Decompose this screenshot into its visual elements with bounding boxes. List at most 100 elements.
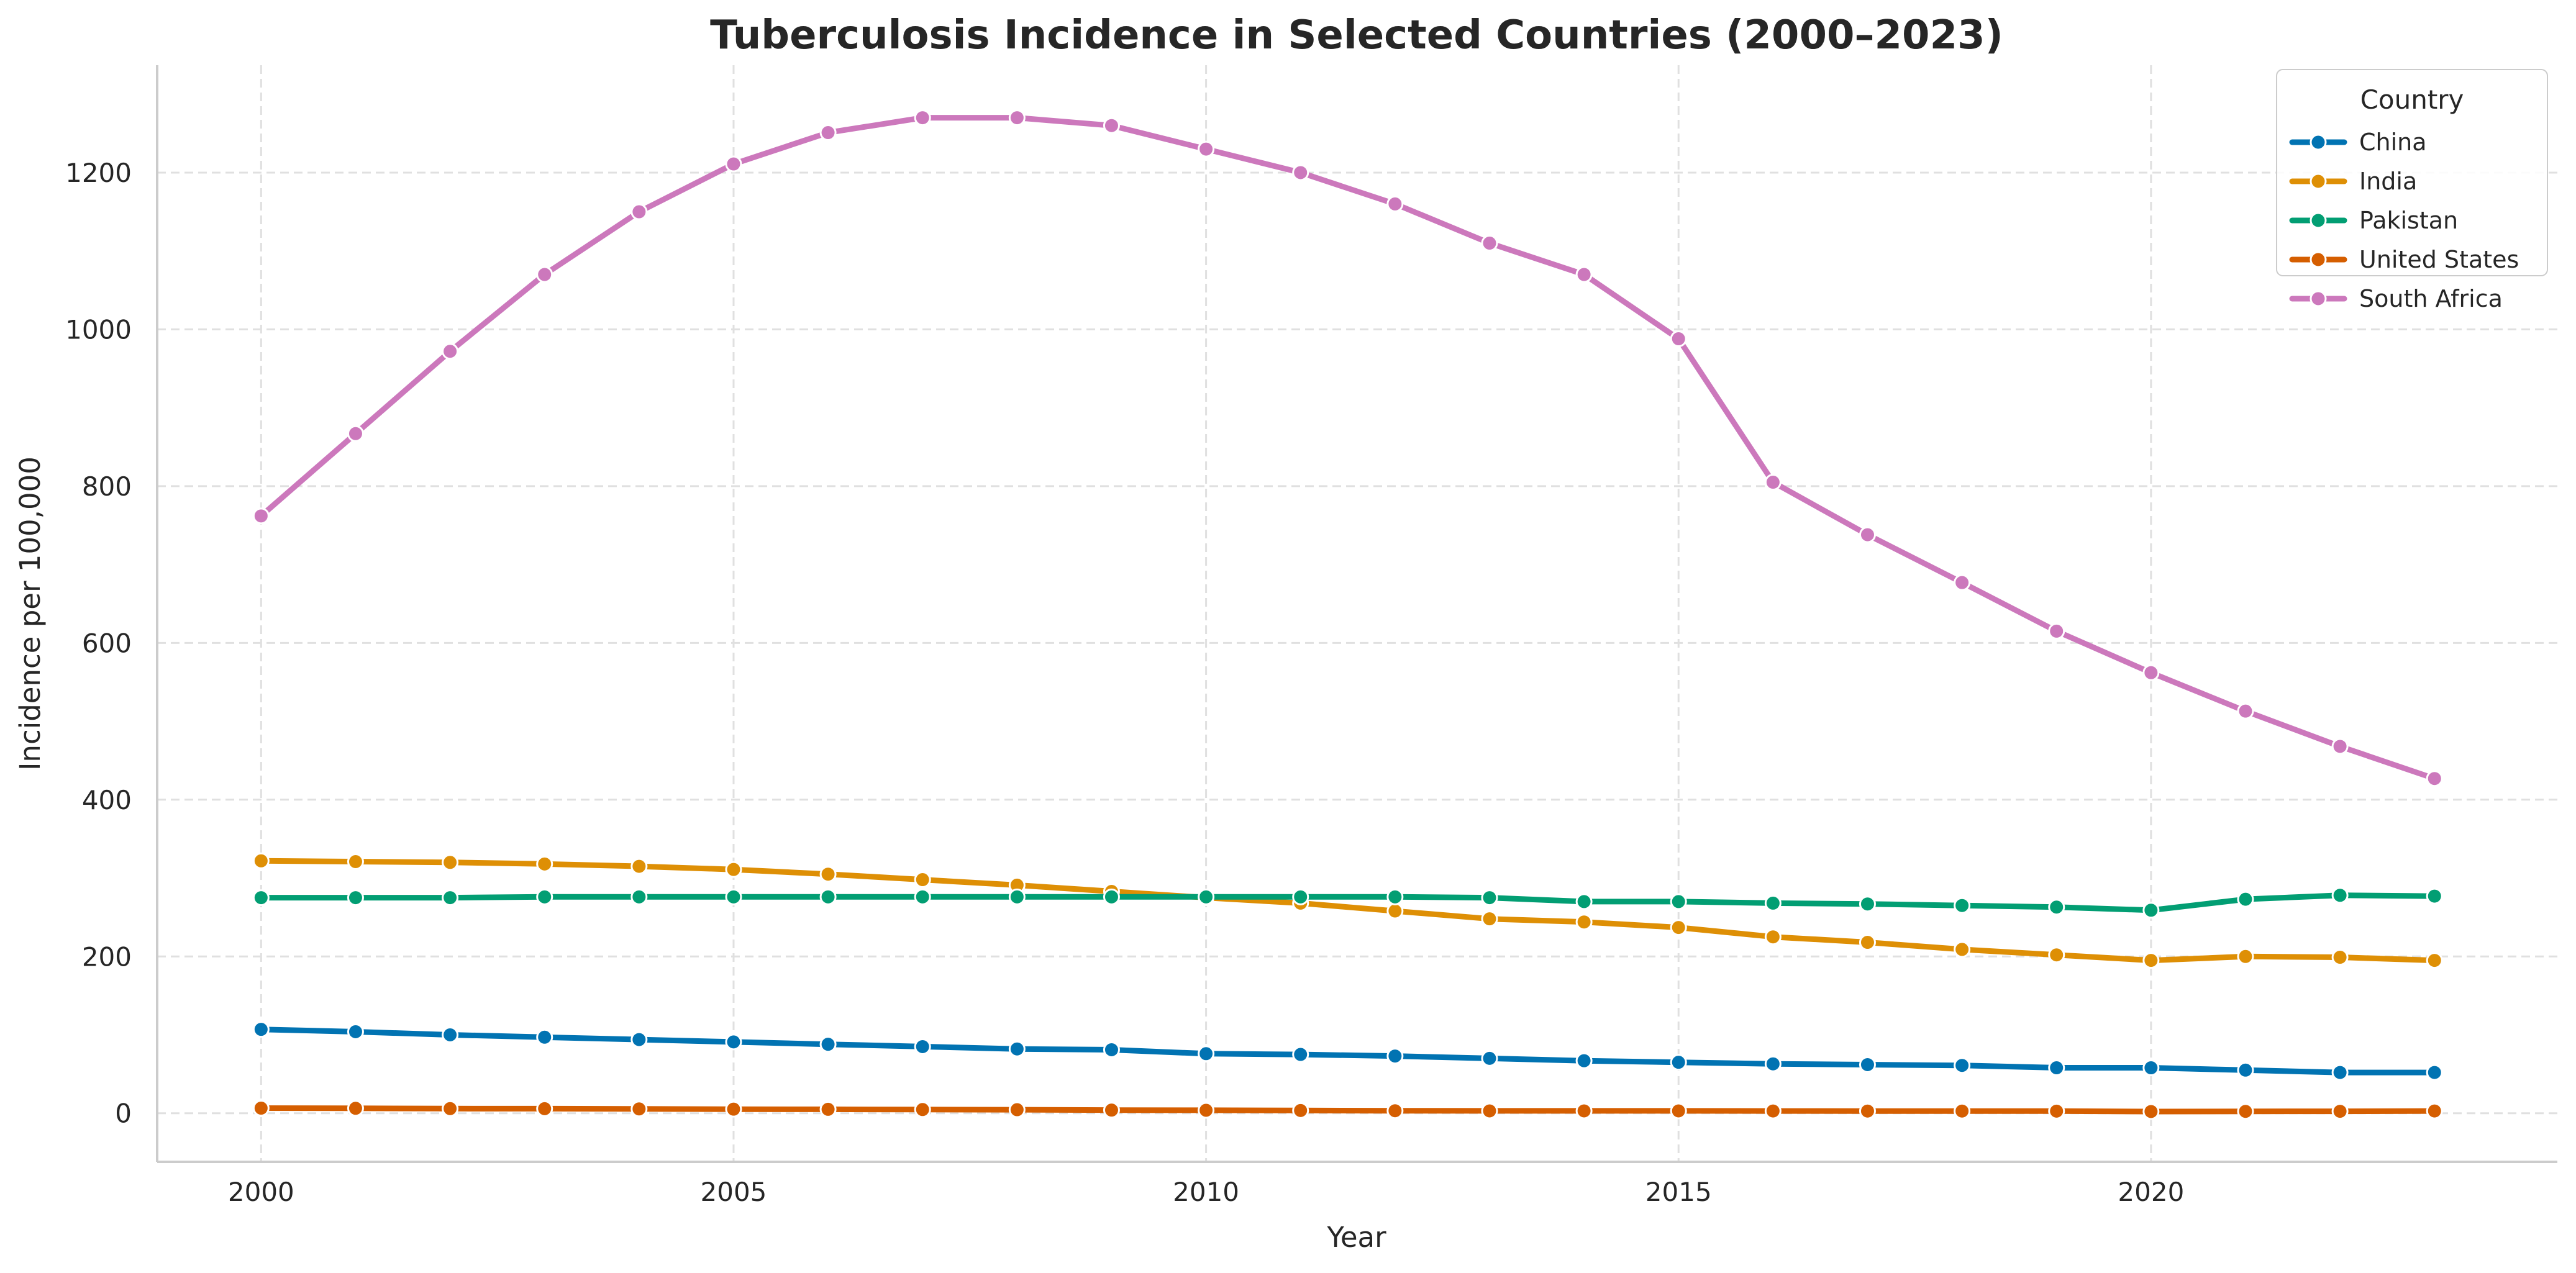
legend-box [2276,69,2548,276]
data-point-united-states [725,1100,742,1118]
x-tick-label: 2000 [228,1177,294,1207]
data-point-pakistan [725,888,742,905]
data-point-south-africa [2237,702,2254,720]
data-point-south-africa [1575,266,1593,283]
data-point-pakistan [1292,888,1309,905]
data-point-china [1292,1046,1309,1063]
data-point-india [1575,913,1593,931]
data-point-south-africa [1198,140,1215,158]
data-point-india [1670,919,1687,936]
data-point-india [2142,952,2160,969]
data-point-united-states [1670,1102,1687,1120]
data-point-south-africa [725,155,742,173]
data-point-united-states [442,1100,459,1117]
data-point-south-africa [1386,195,1404,212]
x-tick-label: 2015 [1645,1177,1712,1207]
data-point-india [536,855,553,872]
data-point-south-africa [1008,109,1026,127]
series-line-china [258,1026,2437,1076]
data-point-south-africa [914,109,931,127]
series-line-south-africa [258,115,2437,782]
data-point-south-africa [1764,474,1782,491]
axes [156,65,2557,1163]
x-tick-label: 2010 [1173,1177,1239,1207]
data-point-south-africa [347,425,364,442]
data-point-china [1198,1045,1215,1062]
data-point-china [1575,1052,1593,1069]
data-point-pakistan [2142,902,2160,919]
y-axis-label: Incidence per 100,000 [14,456,47,771]
data-point-pakistan [252,889,270,907]
data-point-china [2426,1064,2443,1081]
legend-item-china: China [2289,129,2427,156]
chart-title: Tuberculosis Incidence in Selected Count… [710,12,2003,58]
data-point-south-africa [1670,330,1687,348]
data-point-united-states [252,1100,270,1117]
data-point-china [1764,1055,1782,1072]
series-line-united-states [258,1105,2437,1115]
data-point-pakistan [2048,899,2065,916]
data-point-south-africa [2426,770,2443,787]
series-united-states [252,1100,2443,1120]
series-pakistan [252,887,2443,919]
data-point-pakistan [1481,889,1498,907]
y-tick-label: 0 [115,1099,132,1129]
data-point-china [2048,1059,2065,1077]
data-point-united-states [347,1100,364,1117]
data-point-united-states [2048,1102,2065,1120]
data-point-india [630,858,648,875]
data-point-pakistan [1386,888,1404,905]
legend-swatch-marker [2310,251,2327,268]
data-point-south-africa [536,266,553,283]
y-tick-label: 1200 [65,158,132,188]
legend-items: China India Pakistan United States South Afr… [2289,129,2519,312]
series-line-pakistan [258,892,2437,913]
data-point-china [2142,1059,2160,1077]
data-point-united-states [1764,1102,1782,1120]
data-point-india [2048,946,2065,964]
data-point-china [252,1021,270,1038]
legend-item-pakistan: Pakistan [2289,207,2458,234]
data-point-south-africa [819,124,837,142]
series-layer [252,109,2443,1120]
y-tick-label: 800 [82,471,132,502]
data-point-united-states [2331,1103,2349,1120]
x-axis-label: Year [1326,1221,1386,1254]
data-point-india [725,861,742,878]
y-tick-label: 200 [82,941,132,972]
legend-label: India [2359,168,2417,195]
data-point-united-states [1103,1102,1120,1119]
data-point-china [1954,1057,1971,1074]
data-point-india [1859,934,1876,951]
x-tick-label: 2020 [2118,1177,2184,1207]
legend: Country China India Pakistan United States S… [2276,69,2548,312]
data-point-united-states [1386,1102,1404,1120]
data-point-united-states [1859,1102,1876,1120]
data-point-india [347,853,364,871]
data-point-pakistan [442,889,459,907]
legend-label: Pakistan [2359,207,2458,234]
legend-item-india: India [2289,168,2417,195]
data-point-china [1008,1040,1026,1058]
data-point-india [2331,949,2349,966]
data-point-india [2237,948,2254,965]
legend-swatch-marker [2310,212,2327,229]
data-point-china [2237,1061,2254,1079]
data-point-india [819,866,837,883]
data-point-pakistan [630,888,648,905]
data-point-south-africa [252,507,270,525]
data-point-pakistan [1859,895,1876,913]
data-point-pakistan [1008,888,1026,905]
legend-swatch-marker [2310,173,2327,190]
data-point-china [1103,1041,1120,1058]
data-point-china [536,1028,553,1046]
data-point-india [2426,952,2443,969]
data-point-south-africa [630,203,648,220]
data-point-china [914,1038,931,1055]
series-line-india [258,858,2437,964]
data-point-china [1670,1054,1687,1071]
legend-label: United States [2359,246,2519,273]
data-point-united-states [536,1100,553,1117]
data-point-india [442,854,459,871]
